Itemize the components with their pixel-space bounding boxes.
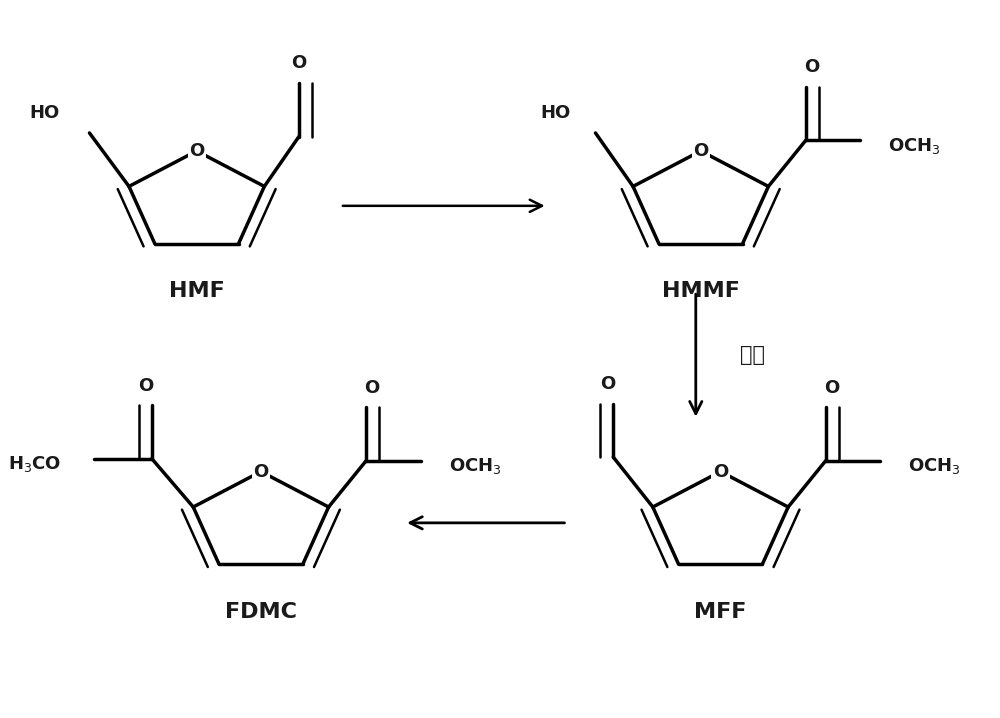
Text: OCH$_3$: OCH$_3$ (908, 457, 961, 477)
Text: O: O (713, 462, 728, 480)
Text: FDMC: FDMC (225, 602, 297, 622)
Text: O: O (189, 142, 204, 160)
Text: O: O (824, 379, 839, 397)
Text: MFF: MFF (694, 602, 747, 622)
Text: 缓慢: 缓慢 (740, 345, 765, 365)
Text: O: O (364, 379, 380, 397)
Text: O: O (138, 377, 153, 395)
Text: HMMF: HMMF (662, 281, 740, 302)
Text: O: O (693, 142, 708, 160)
Text: HO: HO (541, 104, 571, 122)
Text: O: O (804, 58, 820, 76)
Text: HO: HO (30, 104, 60, 122)
Text: OCH$_3$: OCH$_3$ (888, 136, 941, 156)
Text: O: O (291, 54, 307, 72)
Text: HMF: HMF (169, 281, 225, 302)
Text: OCH$_3$: OCH$_3$ (449, 457, 501, 477)
Text: O: O (600, 376, 615, 393)
Text: O: O (253, 462, 269, 480)
Text: H$_3$CO: H$_3$CO (8, 454, 62, 475)
